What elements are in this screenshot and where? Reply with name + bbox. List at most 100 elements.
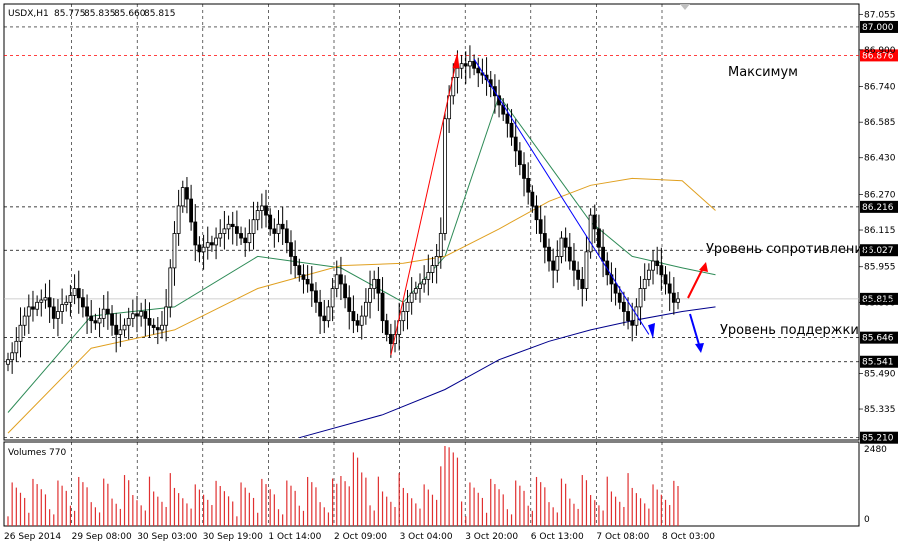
time-tick-label: 30 Sep 19:00: [203, 532, 263, 542]
time-tick-label: 26 Sep 2014: [4, 532, 61, 542]
candle: [39, 289, 44, 317]
time-axis: 26 Sep 2014 29 Sep 08:00 30 Sep 03:00 30 Se…: [4, 532, 715, 542]
candle: [601, 229, 605, 278]
volume-axis-top: 2480: [864, 445, 887, 455]
candle: [522, 152, 526, 197]
candle: [193, 204, 198, 262]
symbol-label: USDX,H1: [8, 9, 49, 19]
candle: [409, 277, 414, 315]
candle: [305, 265, 310, 293]
price-tag-label: 85.646: [862, 334, 894, 344]
candle: [14, 327, 19, 362]
candle: [322, 300, 327, 334]
candle: [81, 289, 85, 318]
candle: [513, 119, 518, 167]
candle: [376, 266, 381, 312]
candle: [576, 261, 581, 290]
candle: [330, 277, 335, 322]
candle: [347, 285, 352, 330]
candle: [35, 295, 40, 317]
volume-axis-zero: 0: [864, 515, 870, 525]
candle: [372, 270, 377, 300]
candle: [276, 210, 281, 243]
volumes-label: Volumes 770: [8, 448, 66, 458]
candle: [201, 234, 206, 270]
candle: [401, 302, 406, 332]
candle: [210, 235, 214, 252]
candle: [339, 256, 343, 301]
candle: [301, 264, 306, 294]
candle: [230, 211, 235, 245]
price-tag: [860, 200, 898, 213]
candle: [47, 279, 52, 323]
candle: [18, 307, 23, 358]
candle: [72, 274, 77, 305]
candle: [667, 271, 672, 312]
candle: [147, 302, 152, 338]
candle: [484, 57, 489, 96]
price-tick-label: 87.055: [864, 10, 896, 20]
candle: [6, 352, 10, 372]
candle: [130, 299, 135, 328]
time-tick-label: 1 Oct 14:00: [268, 532, 321, 542]
price-tag-label: 86.876: [862, 51, 894, 61]
price-panel-frame: [3, 3, 860, 441]
price-tag: [860, 292, 898, 305]
candle: [122, 318, 127, 337]
time-tick-label: 7 Oct 08:00: [596, 532, 649, 542]
candle: [189, 184, 194, 231]
annotation-resistance: Уровень сопротивления: [706, 242, 871, 257]
candle: [405, 289, 410, 330]
price-tick-label: 85.335: [864, 405, 896, 415]
candle: [243, 227, 248, 257]
candle: [22, 307, 27, 336]
candle: [268, 208, 273, 236]
candle: [559, 231, 564, 264]
candle: [143, 299, 148, 337]
candle: [655, 246, 660, 275]
candle: [185, 177, 189, 214]
price-tick-label: 86.585: [864, 118, 896, 128]
candle: [476, 57, 481, 88]
time-tick-label: 3 Oct 04:00: [400, 532, 453, 542]
candle: [326, 300, 331, 328]
price-tag: [860, 431, 898, 444]
candle: [155, 317, 160, 345]
time-tick-label: 6 Oct 13:00: [531, 532, 584, 542]
candle: [176, 189, 181, 246]
candle: [542, 215, 547, 264]
candle: [359, 305, 364, 340]
chart-shift-marker[interactable]: [680, 4, 690, 10]
candle: [110, 305, 114, 336]
candle: [68, 284, 73, 317]
candle: [93, 313, 98, 330]
price-tag: [860, 355, 898, 368]
ohlc-close: 85.815: [144, 9, 176, 19]
candle: [60, 288, 64, 324]
support-arrow: [689, 313, 704, 353]
time-tick-label: 2 Oct 09:00: [334, 532, 387, 542]
candle: [114, 312, 119, 353]
price-tick-label: 85.490: [864, 369, 896, 379]
price-tag-label: 85.210: [862, 434, 894, 444]
candle: [413, 281, 418, 301]
candle: [580, 266, 585, 307]
candle: [334, 260, 339, 298]
candle: [572, 243, 576, 287]
candle: [180, 180, 185, 213]
horizontal-levels: [4, 26, 859, 439]
candle: [617, 286, 622, 310]
candle: [547, 238, 551, 272]
candle: [259, 193, 264, 229]
ohlc-open: 85.775: [54, 9, 86, 19]
price-tag: [860, 244, 898, 257]
candle: [368, 270, 372, 319]
candle: [584, 235, 589, 301]
candle: [530, 185, 535, 213]
candle: [272, 218, 277, 248]
candle: [343, 275, 347, 309]
price-tick-label: 86.740: [864, 83, 896, 93]
candle: [642, 263, 647, 301]
candle: [426, 254, 431, 296]
